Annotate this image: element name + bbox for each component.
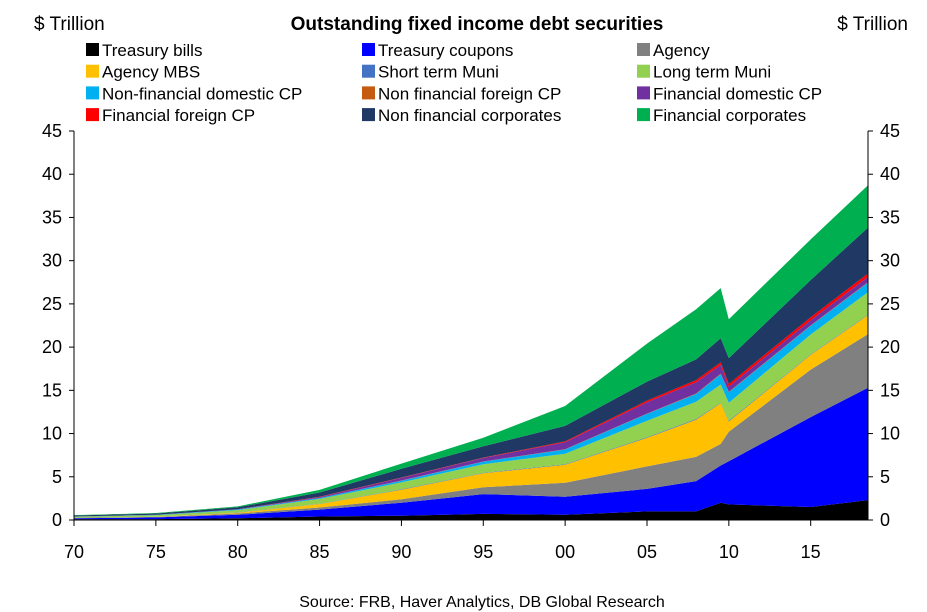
legend-swatch-long-term-muni xyxy=(637,64,650,78)
area-financial-corporates xyxy=(74,185,868,516)
area-non-financial-corporates xyxy=(74,227,868,517)
legend-label-agency: Agency xyxy=(653,41,710,60)
x-tick-label: 95 xyxy=(473,542,493,562)
x-tick-label: 05 xyxy=(637,542,657,562)
legend-swatch-agency xyxy=(637,43,650,56)
y-tick-label-left: 0 xyxy=(52,510,62,530)
x-tick-label: 85 xyxy=(310,542,330,562)
legend-swatch-financial-corporates xyxy=(637,108,650,122)
legend-swatch-financial-foreign-cp xyxy=(86,108,99,122)
legend-label-financial-corporates: Financial corporates xyxy=(653,106,806,125)
y-tick-label-left: 20 xyxy=(42,337,62,357)
y-tick-label-right: 10 xyxy=(880,424,900,444)
left-axis-unit: $ Trillion xyxy=(34,14,105,35)
y-tick-label-left: 5 xyxy=(52,467,62,487)
area-treasury-bills xyxy=(74,500,868,520)
area-treasury-coupons xyxy=(74,387,868,520)
legend-label-non-financial-corporates: Non financial corporates xyxy=(378,106,561,125)
legend-label-non-financial-foreign-cp: Non financial foreign CP xyxy=(378,84,561,103)
legend-label-long-term-muni: Long term Muni xyxy=(653,63,771,82)
y-tick-label-right: 5 xyxy=(880,467,890,487)
legend-label-treasury-bills: Treasury bills xyxy=(102,41,202,60)
y-tick-label-left: 35 xyxy=(42,207,62,227)
area-long-term-muni xyxy=(74,292,868,518)
legend-swatch-non-financial-corporates xyxy=(362,108,375,122)
y-tick-label-right: 35 xyxy=(880,207,900,227)
legend-label-agency-mbs: Agency MBS xyxy=(102,63,200,82)
y-tick-label-right: 20 xyxy=(880,337,900,357)
y-tick-label-right: 40 xyxy=(880,164,900,184)
legend-label-financial-domestic-cp: Financial domestic CP xyxy=(653,84,822,103)
y-tick-label-right: 0 xyxy=(880,510,890,530)
y-tick-label-right: 30 xyxy=(880,251,900,271)
legend-swatch-agency-mbs xyxy=(86,64,99,78)
y-tick-label-left: 45 xyxy=(42,121,62,141)
x-tick-label: 75 xyxy=(146,542,166,562)
y-tick-label-left: 10 xyxy=(42,424,62,444)
source-note: Source: FRB, Haver Analytics, DB Global … xyxy=(299,594,664,611)
area-series-group xyxy=(74,185,868,520)
legend: Treasury bills Treasury coupons Agency Agen… xyxy=(86,41,822,125)
y-tick-label-right: 25 xyxy=(880,294,900,314)
legend-label-financial-foreign-cp: Financial foreign CP xyxy=(102,106,255,125)
x-tick-label: 90 xyxy=(391,542,411,562)
legend-label-short-term-muni: Short term Muni xyxy=(378,63,499,82)
legend-swatch-non-financial-foreign-cp xyxy=(362,86,375,100)
y-tick-label-left: 15 xyxy=(42,380,62,400)
x-tick-label: 80 xyxy=(228,542,248,562)
y-tick-label-right: 15 xyxy=(880,380,900,400)
area-agency xyxy=(74,334,868,519)
legend-label-non-financial-domestic-cp: Non-financial domestic CP xyxy=(102,84,302,103)
y-tick-label-left: 30 xyxy=(42,251,62,271)
y-tick-label-left: 25 xyxy=(42,294,62,314)
x-tick-label: 70 xyxy=(64,542,84,562)
area-agency-mbs xyxy=(74,315,868,518)
legend-swatch-financial-domestic-cp xyxy=(637,86,650,100)
legend-swatch-non-financial-domestic-cp xyxy=(86,86,99,100)
x-tick-label: 00 xyxy=(555,542,575,562)
y-tick-label-right: 45 xyxy=(880,121,900,141)
y-tick-label-left: 40 xyxy=(42,164,62,184)
legend-label-treasury-coupons: Treasury coupons xyxy=(378,41,513,60)
legend-swatch-short-term-muni xyxy=(362,64,375,78)
x-tick-label: 15 xyxy=(801,542,821,562)
legend-swatch-treasury-coupons xyxy=(362,43,375,56)
legend-swatch-treasury-bills xyxy=(86,43,99,56)
x-tick-label: 10 xyxy=(719,542,739,562)
chart-title: Outstanding fixed income debt securities xyxy=(291,14,664,35)
right-axis-unit: $ Trillion xyxy=(837,14,908,35)
